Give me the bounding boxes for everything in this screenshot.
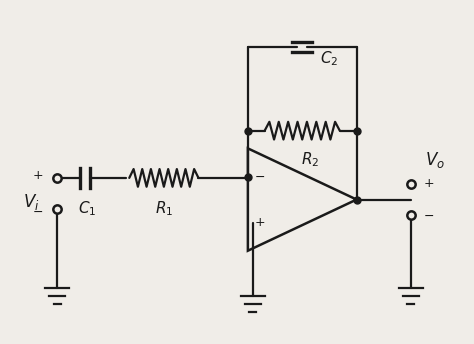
Text: $C_1$: $C_1$	[78, 200, 96, 218]
Text: $C_2$: $C_2$	[320, 50, 338, 68]
Text: $-$: $-$	[32, 205, 43, 218]
Text: $V_o$: $V_o$	[425, 150, 445, 170]
Text: $-$: $-$	[254, 170, 265, 183]
Text: $V_i$: $V_i$	[23, 192, 39, 212]
Text: $R_2$: $R_2$	[301, 150, 319, 169]
Text: $+$: $+$	[254, 216, 265, 229]
Text: $+$: $+$	[32, 170, 43, 182]
Text: $+$: $+$	[423, 177, 434, 190]
Text: $R_1$: $R_1$	[155, 200, 173, 218]
Text: $-$: $-$	[423, 209, 434, 222]
